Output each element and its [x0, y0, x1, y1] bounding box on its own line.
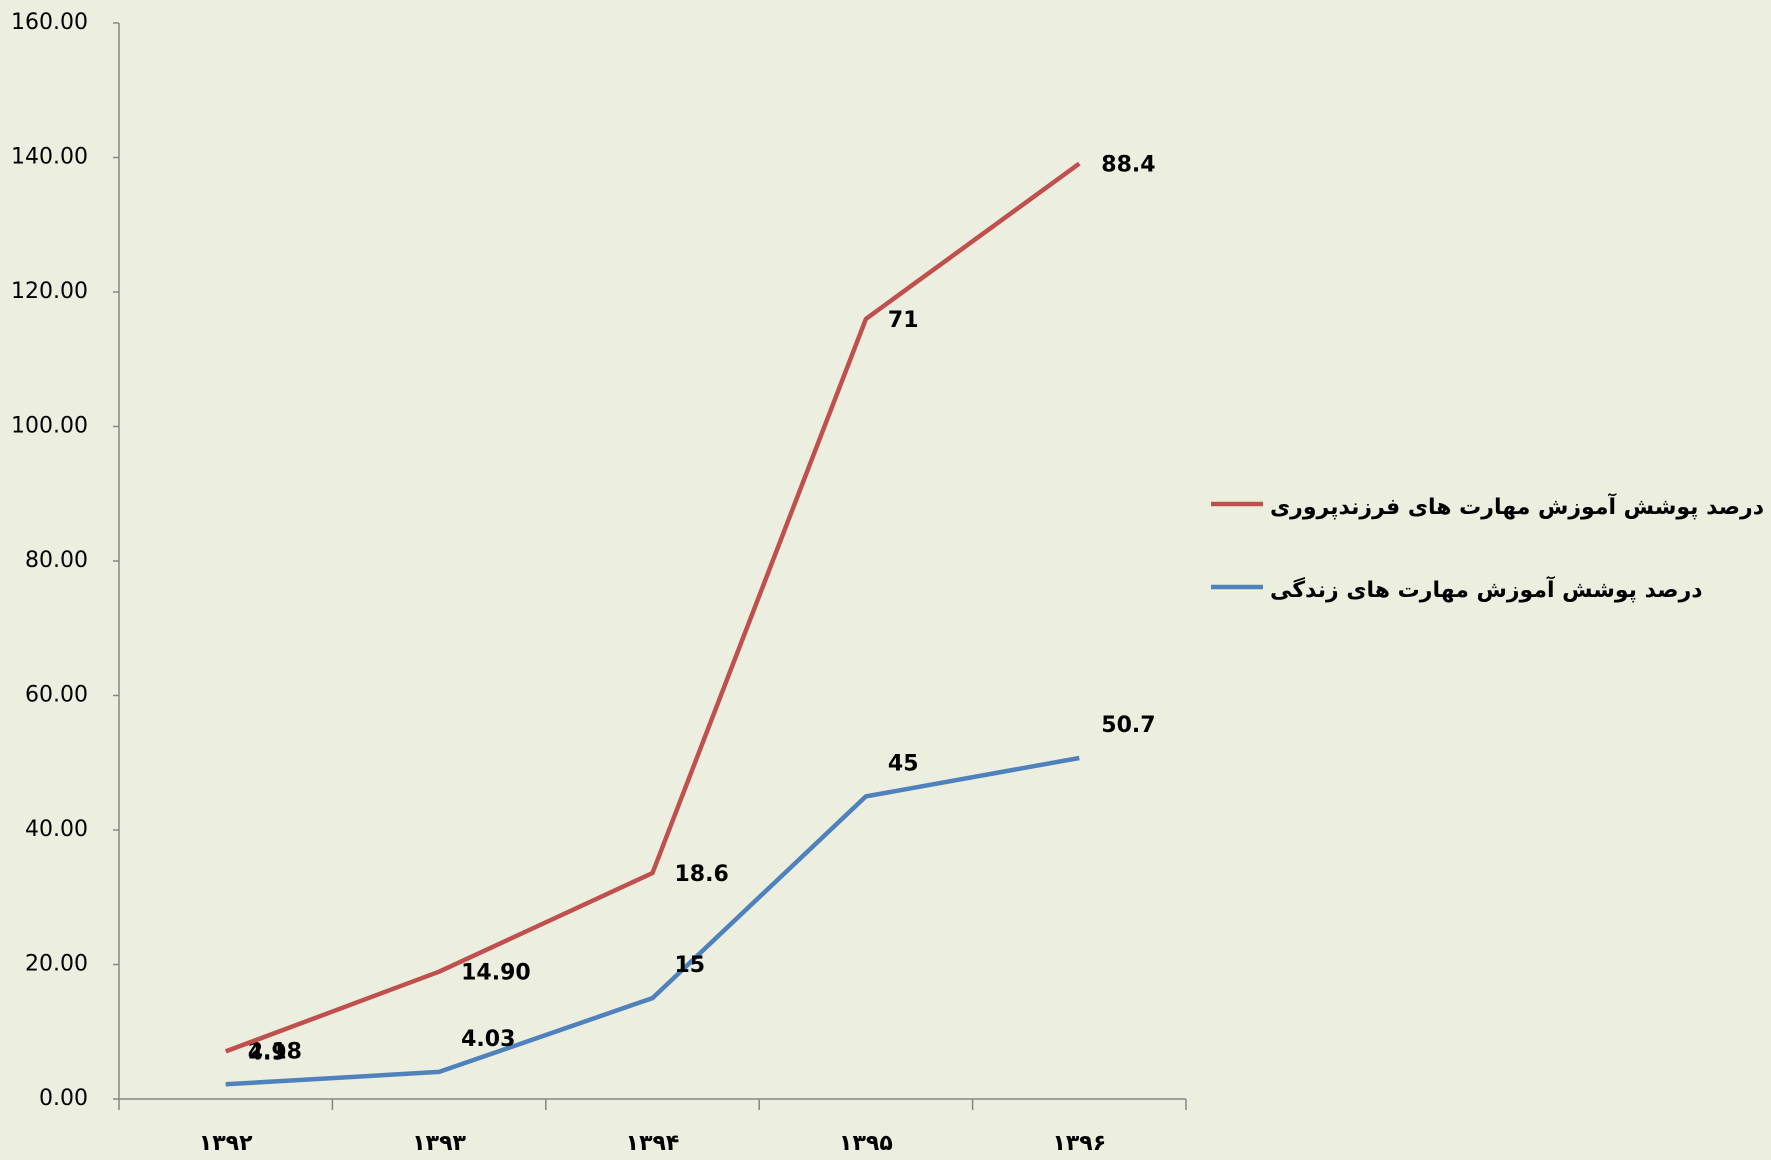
- y-tick-label: 120.00: [11, 279, 88, 304]
- data-label: 14.90: [461, 961, 531, 986]
- y-tick-label: 40.00: [25, 817, 88, 842]
- data-label: 15: [675, 953, 706, 978]
- data-label: 88.4: [1101, 153, 1155, 178]
- legend-label: درصد پوشش آموزش مهارت های زندگی: [1270, 575, 1703, 603]
- data-label: 45: [888, 751, 919, 776]
- series-line: [224, 161, 1081, 1054]
- series-line: [225, 755, 1080, 1087]
- data-label: 4.9: [248, 1040, 287, 1065]
- data-label: 2.18: [248, 1039, 302, 1064]
- data-label: 18.6: [675, 862, 729, 887]
- y-tick-label: 100.00: [11, 414, 88, 439]
- data-label: 4.03: [461, 1027, 515, 1052]
- legend-label: درصد پوشش آموزش مهارت های فرزندپروری: [1270, 492, 1764, 520]
- data-label: 71: [888, 308, 919, 333]
- data-label: 50.7: [1101, 713, 1155, 738]
- x-tick-label: ۱۳۹۵: [839, 1131, 893, 1156]
- x-tick-label: ۱۳۹۲: [199, 1131, 253, 1156]
- x-tick-label: ۱۳۹۳: [412, 1131, 466, 1156]
- x-tick-label: ۱۳۹۴: [626, 1131, 680, 1156]
- y-tick-label: 60.00: [25, 683, 88, 708]
- x-tick-label: ۱۳۹۶: [1052, 1131, 1106, 1156]
- y-tick-label: 140.00: [11, 145, 88, 170]
- y-tick-label: 80.00: [25, 548, 88, 573]
- y-tick-label: 160.00: [11, 10, 88, 35]
- y-tick-label: 20.00: [25, 952, 88, 977]
- y-tick-label: 0.00: [39, 1086, 88, 1111]
